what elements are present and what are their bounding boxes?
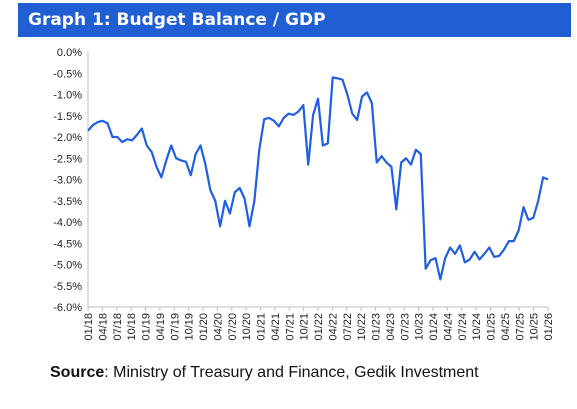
source-text: : Ministry of Treasury and Finance, Gedi… (104, 364, 479, 381)
x-tick-label: 07/24 (457, 313, 469, 341)
x-tick-label: 10/19 (184, 313, 196, 341)
x-tick-label: 07/21 (284, 313, 296, 341)
x-tick-label: 10/21 (299, 313, 311, 341)
x-tick-label: 04/25 (500, 313, 512, 341)
x-tick-label: 07/18 (112, 313, 124, 341)
x-tick-label: 10/24 (471, 313, 483, 341)
x-tick-label: 07/25 (514, 313, 526, 341)
x-tick-label: 10/25 (529, 313, 541, 341)
x-tick-label: 07/22 (342, 313, 354, 341)
x-axis-ticks: 01/18 04/18 07/18 10/18 01/19 04/19 07/19 10/19… (83, 307, 555, 341)
y-axis-ticks: 0.0% -0.5% -1.0% -1.5% -2.0% -2.5% -3.0% -3.5% -… (53, 47, 82, 314)
x-tick-label: 07/19 (169, 313, 181, 341)
y-tick-label: -4.0% (53, 217, 82, 229)
x-tick-label: 01/18 (83, 313, 95, 341)
y-tick-label: -5.5% (53, 281, 82, 293)
x-tick-label: 10/22 (356, 313, 368, 341)
x-tick-label: 04/22 (327, 313, 339, 341)
x-tick-label: 04/23 (385, 313, 397, 341)
y-tick-label: -1.0% (53, 90, 82, 102)
x-tick-label: 01/21 (256, 313, 268, 341)
x-tick-label: 04/24 (442, 313, 454, 341)
x-tick-label: 10/23 (414, 313, 426, 341)
x-tick-label: 01/22 (313, 313, 325, 341)
chart-axes (87, 52, 548, 308)
x-tick-label: 04/19 (155, 313, 167, 341)
y-tick-label: -5.0% (53, 260, 82, 272)
source-label: Source (50, 364, 105, 381)
x-tick-label: 01/24 (428, 313, 440, 341)
x-tick-label: 07/20 (227, 313, 239, 341)
x-tick-label: 01/26 (543, 313, 555, 341)
x-tick-label: 01/20 (198, 313, 210, 341)
y-tick-label: 0.0% (57, 47, 82, 59)
y-tick-label: -4.5% (53, 238, 82, 250)
y-tick-label: -1.5% (53, 111, 82, 123)
x-tick-label: 04/18 (97, 313, 109, 341)
x-tick-label: 01/19 (141, 313, 153, 341)
x-tick-label: 10/18 (126, 313, 138, 341)
chart-title: Graph 1: Budget Balance / GDP (18, 3, 571, 37)
x-tick-label: 04/21 (270, 313, 282, 341)
x-tick-label: 10/20 (241, 313, 253, 341)
y-tick-label: -3.0% (53, 175, 82, 187)
series-line-budget-balance (87, 76, 549, 281)
y-tick-label: -0.5% (53, 68, 82, 80)
y-tick-label: -6.0% (53, 302, 82, 314)
x-tick-label: 07/23 (399, 313, 411, 341)
x-tick-label: 01/23 (371, 313, 383, 341)
source-note: Source: Ministry of Treasury and Finance… (50, 364, 479, 382)
y-tick-label: -2.0% (53, 132, 82, 144)
x-tick-label: 04/20 (212, 313, 224, 341)
y-tick-label: -2.5% (53, 153, 82, 165)
y-tick-label: -3.5% (53, 196, 82, 208)
x-tick-label: 01/25 (486, 313, 498, 341)
